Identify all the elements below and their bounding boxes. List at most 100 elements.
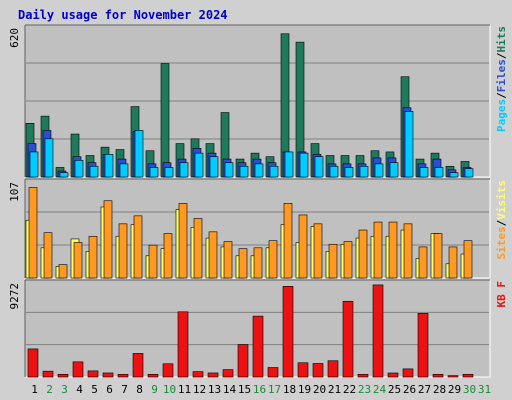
bar-pages — [29, 151, 39, 178]
bar-sites — [268, 240, 278, 279]
bar-kbytes — [162, 363, 174, 378]
legend-item: / — [495, 52, 508, 59]
x-tick-label: 8 — [136, 383, 143, 396]
x-tick-label: 31 — [478, 383, 491, 396]
bar-pages — [449, 172, 459, 178]
x-tick-label: 16 — [253, 383, 266, 396]
legend-item: / — [495, 219, 508, 226]
bar-kbytes — [372, 284, 384, 378]
bar-kbytes — [72, 361, 84, 378]
bar-sites — [373, 221, 383, 279]
x-tick-label: 21 — [328, 383, 341, 396]
bar-pages — [149, 167, 159, 178]
bar-sites — [238, 248, 248, 279]
bar-kbytes — [27, 348, 39, 378]
bar-sites — [313, 223, 323, 279]
bar-sites — [433, 233, 443, 279]
bar-pages — [404, 111, 414, 178]
x-tick-label: 6 — [106, 383, 113, 396]
bar-sites — [463, 240, 473, 279]
bar-kbytes — [222, 369, 234, 378]
bar-pages — [419, 167, 429, 178]
bar-pages — [299, 152, 309, 178]
bar-kbytes — [147, 373, 159, 378]
bar-kbytes — [132, 353, 144, 378]
bar-pages — [344, 167, 354, 178]
bar-kbytes — [432, 373, 444, 378]
x-tick-label: 19 — [298, 383, 311, 396]
x-tick-label: 25 — [388, 383, 401, 396]
bar-sites — [178, 203, 188, 279]
bar-kbytes — [357, 373, 369, 378]
bar-sites — [88, 235, 98, 279]
bar-pages — [74, 159, 84, 178]
x-tick-label: 30 — [463, 383, 476, 396]
x-tick-label: 29 — [448, 383, 461, 396]
bar-pages — [44, 138, 54, 178]
x-tick-label: 10 — [163, 383, 176, 396]
bar-sites — [208, 231, 218, 279]
bar-kbytes — [447, 375, 459, 378]
x-tick-label: 14 — [223, 383, 237, 396]
bar-pages — [119, 163, 129, 178]
bar-pages — [284, 151, 294, 178]
bar-pages — [209, 156, 219, 178]
bar-kbytes — [402, 368, 414, 378]
x-tick-label: 4 — [76, 383, 83, 396]
bar-sites — [133, 215, 143, 279]
bar-pages — [314, 156, 324, 178]
bar-kbytes — [297, 362, 309, 378]
legend-item: Sites — [495, 226, 508, 259]
bar-kbytes — [327, 360, 339, 378]
bar-kbytes — [102, 372, 114, 378]
bar-sites — [403, 223, 413, 279]
bar-sites — [358, 229, 368, 279]
x-tick-label: 7 — [121, 383, 128, 396]
x-tick-label: 17 — [268, 383, 281, 396]
bar-pages — [464, 168, 474, 178]
bar-sites — [148, 244, 158, 279]
bar-pages — [134, 130, 144, 178]
bar-kbytes — [417, 313, 429, 378]
bar-kbytes — [42, 370, 54, 378]
x-tick-label: 12 — [193, 383, 206, 396]
legend-item: Files — [495, 59, 508, 92]
legend-item: Hits — [495, 26, 508, 53]
bar-sites — [328, 243, 338, 279]
bar-pages — [224, 162, 234, 178]
bar-pages — [269, 165, 279, 178]
x-tick-label: 1 — [31, 383, 38, 396]
legend-item: / — [495, 92, 508, 99]
bar-pages — [179, 162, 189, 178]
bar-sites — [223, 241, 233, 279]
x-tick-label: 3 — [61, 383, 68, 396]
x-tick-label: 23 — [358, 383, 371, 396]
x-tick-label: 24 — [373, 383, 387, 396]
bar-sites — [118, 223, 128, 279]
bar-sites — [43, 232, 53, 279]
x-tick-label: 9 — [151, 383, 158, 396]
bar-sites — [103, 200, 113, 279]
bar-pages — [434, 167, 444, 178]
legend-middle: Sites/Visits — [495, 180, 508, 260]
bar-sites — [28, 187, 38, 279]
bar-pages — [359, 165, 369, 178]
bar-sites — [418, 246, 428, 279]
bar-kbytes — [57, 373, 69, 378]
legend-item: Pages — [495, 99, 508, 132]
y-axis-max-label: 9272 — [8, 283, 21, 310]
bar-pages — [389, 162, 399, 178]
bar-kbytes — [177, 311, 189, 378]
bar-kbytes — [192, 371, 204, 378]
bar-pages — [239, 165, 249, 178]
x-tick-label: 20 — [313, 383, 326, 396]
bar-sites — [163, 233, 173, 279]
legend-item: Visits — [495, 180, 508, 220]
legend-top: Pages/Files/Hits — [495, 26, 508, 132]
y-axis-max-label: 620 — [8, 28, 21, 48]
bar-sites — [283, 203, 293, 279]
bar-sites — [343, 241, 353, 279]
legend-item: KB F — [495, 281, 508, 308]
bar-pages — [104, 154, 114, 178]
